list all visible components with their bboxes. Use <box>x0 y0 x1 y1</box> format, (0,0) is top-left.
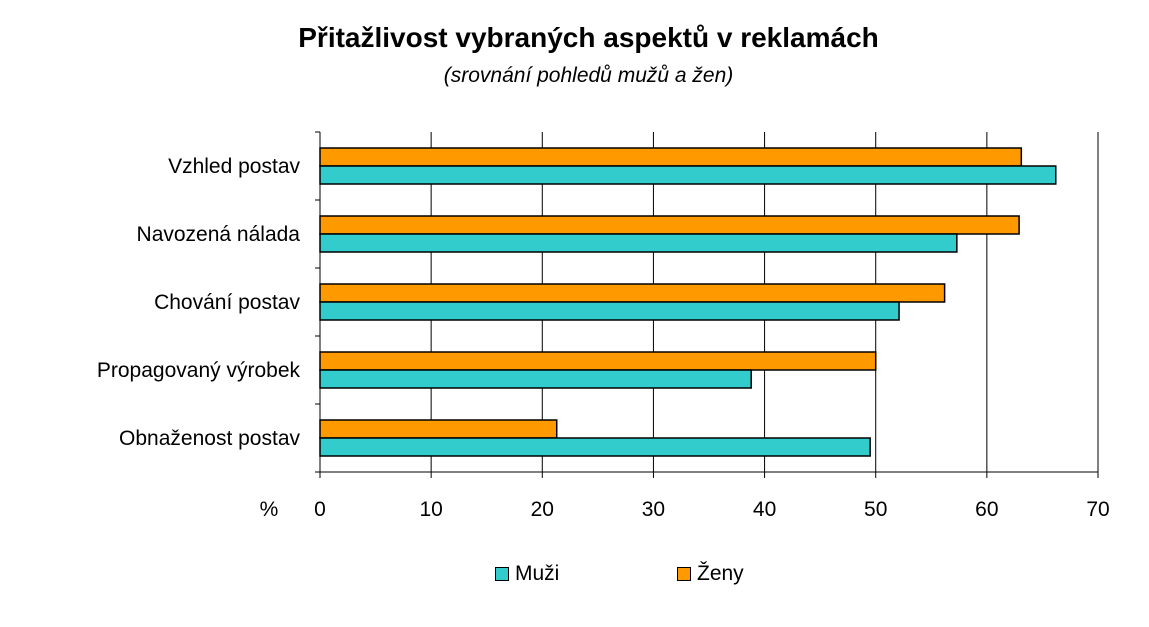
category-label-1: Navozená nálada <box>137 223 301 246</box>
x-tick-label-70: 70 <box>1086 498 1109 521</box>
x-tick-label-0: 0 <box>314 498 326 521</box>
x-tick-label-10: 10 <box>419 498 442 521</box>
x-axis-label: % <box>260 498 279 521</box>
x-tick-label-60: 60 <box>975 498 998 521</box>
bar-zeny-0 <box>319 147 1023 167</box>
category-label-3: Propagovaný výrobek <box>97 359 301 382</box>
x-tick-label-50: 50 <box>864 498 887 521</box>
x-tick-label-20: 20 <box>531 498 554 521</box>
chart-subtitle: (srovnání pohledů mužů a žen) <box>443 64 734 87</box>
bar-zeny-2 <box>319 283 946 303</box>
category-label-4: Obnaženost postav <box>119 427 300 450</box>
chart-title: Přitažlivost vybraných aspektů v reklamá… <box>298 22 879 53</box>
bar-muzi-4 <box>319 437 871 457</box>
legend-swatch-zeny <box>677 567 691 581</box>
legend-label-muzi: Muži <box>515 562 560 585</box>
legend-item-zeny: Ženy <box>677 562 744 586</box>
legend-item-muzi: Muži <box>495 562 559 586</box>
bar-muzi-3 <box>319 369 752 389</box>
legend-swatch-muzi <box>495 567 509 581</box>
bar-muzi-1 <box>319 233 958 253</box>
legend-label-zeny: Ženy <box>697 562 744 585</box>
bar-zeny-1 <box>319 215 1020 235</box>
bar-muzi-0 <box>319 165 1057 185</box>
category-label-0: Vzhled postav <box>168 155 300 178</box>
x-tick-label-40: 40 <box>753 498 776 521</box>
bar-zeny-3 <box>319 351 877 371</box>
bar-zeny-4 <box>319 419 558 439</box>
bar-muzi-2 <box>319 301 900 321</box>
x-tick-label-30: 30 <box>642 498 665 521</box>
category-label-2: Chování postav <box>154 291 300 314</box>
